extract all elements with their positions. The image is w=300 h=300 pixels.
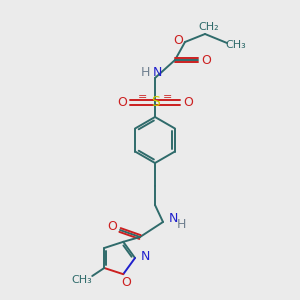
- Text: =: =: [163, 92, 172, 102]
- Text: O: O: [107, 220, 117, 232]
- Text: O: O: [121, 276, 131, 289]
- Text: N: N: [168, 212, 178, 226]
- Text: CH₃: CH₃: [72, 275, 93, 285]
- Text: H: H: [176, 218, 186, 232]
- Text: N: N: [152, 67, 162, 80]
- Text: O: O: [117, 95, 127, 109]
- Text: O: O: [173, 34, 183, 46]
- Text: =: =: [138, 92, 147, 102]
- Text: S: S: [151, 95, 159, 109]
- Text: H: H: [140, 67, 150, 80]
- Text: CH₂: CH₂: [199, 22, 219, 32]
- Text: N: N: [140, 250, 150, 262]
- Text: CH₃: CH₃: [226, 40, 246, 50]
- Text: O: O: [183, 95, 193, 109]
- Text: O: O: [201, 53, 211, 67]
